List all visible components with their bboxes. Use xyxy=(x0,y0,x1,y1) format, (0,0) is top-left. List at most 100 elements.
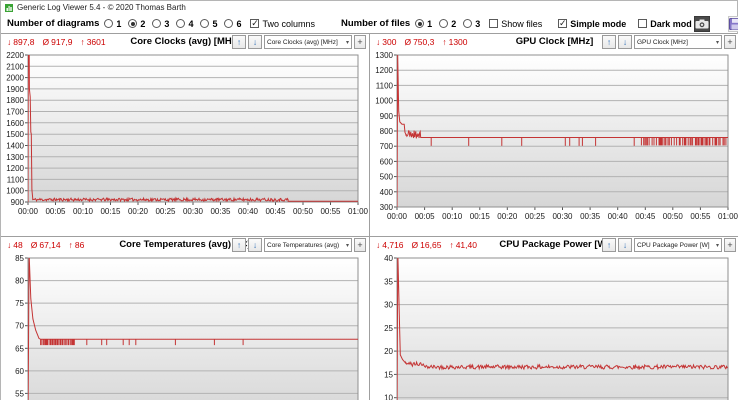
show-files-checkbox[interactable]: Show files xyxy=(489,19,542,29)
chart-title: Core Temperatures (avg) [°C] xyxy=(119,239,251,250)
chevron-down-icon: ▾ xyxy=(715,242,719,249)
radio-option-6[interactable]: 6 xyxy=(224,19,241,29)
chart-stats: ↓ 48 Ø 67,14 ↑ 86 xyxy=(7,240,85,250)
min-arrow-icon: ↓ xyxy=(7,240,12,250)
svg-text:00:15: 00:15 xyxy=(100,207,121,216)
files-label: Number of files xyxy=(341,18,411,29)
add-metric-button[interactable]: + xyxy=(354,238,366,252)
metric-dropdown[interactable]: Core Temperatures (avg) ▾ xyxy=(264,238,352,252)
chart-header: ↓ 48 Ø 67,14 ↑ 86 Core Temperatures (avg) [… xyxy=(1,237,369,254)
svg-text:00:00: 00:00 xyxy=(18,207,39,216)
chart-header: ↓ 897,8 Ø 917,9 ↑ 3601 Core Clocks (avg) [M… xyxy=(1,34,369,51)
radio-option-1[interactable]: 1 xyxy=(415,19,432,29)
metric-dropdown[interactable]: Core Clocks (avg) [MHz] ▾ xyxy=(264,35,352,49)
chart-title: GPU Clock [MHz] xyxy=(515,36,594,47)
svg-text:55: 55 xyxy=(15,389,24,398)
svg-text:400: 400 xyxy=(380,188,394,197)
svg-text:800: 800 xyxy=(380,127,394,136)
svg-text:1600: 1600 xyxy=(6,119,24,128)
max-arrow-icon: ↑ xyxy=(80,37,85,47)
svg-text:1000: 1000 xyxy=(375,97,393,106)
radio-option-3[interactable]: 3 xyxy=(463,19,480,29)
chart-plot-gpu-clock: 300 400 500 600 700 800 900 1000 1100 1200 1300 00:… xyxy=(370,51,738,236)
radio-circle xyxy=(104,19,114,28)
move-up-button[interactable]: ↑ xyxy=(232,238,246,252)
svg-text:80: 80 xyxy=(15,277,24,286)
simple-mode-checkbox[interactable]: ✓ Simple mode xyxy=(558,18,627,29)
checkbox-box xyxy=(489,19,499,28)
move-down-button[interactable]: ↓ xyxy=(248,238,262,252)
move-down-button[interactable]: ↓ xyxy=(248,35,262,49)
radio-circle xyxy=(224,19,234,28)
svg-text:00:45: 00:45 xyxy=(265,207,286,216)
radio-circle xyxy=(176,19,186,28)
avg-icon: Ø xyxy=(411,240,419,250)
camera-icon xyxy=(695,19,709,28)
chart-header: ↓ 4,716 Ø 16,65 ↑ 41,40 CPU Package Power [… xyxy=(370,237,738,254)
svg-text:00:05: 00:05 xyxy=(415,212,436,221)
chart-title: CPU Package Power [W] xyxy=(499,239,610,250)
chevron-down-icon: ▾ xyxy=(715,39,719,46)
svg-text:30: 30 xyxy=(384,301,393,310)
radio-option-1[interactable]: 1 xyxy=(104,19,121,29)
radio-option-2[interactable]: 2 xyxy=(439,19,456,29)
radio-option-3[interactable]: 3 xyxy=(152,19,169,29)
svg-text:1700: 1700 xyxy=(6,108,24,117)
min-arrow-icon: ↓ xyxy=(376,240,381,250)
min-arrow-icon: ↓ xyxy=(7,37,12,47)
svg-text:00:25: 00:25 xyxy=(155,207,176,216)
max-arrow-icon: ↑ xyxy=(442,37,447,47)
svg-text:00:20: 00:20 xyxy=(128,207,149,216)
move-down-button[interactable]: ↓ xyxy=(618,238,632,252)
chart-controls: ↑ ↓ GPU Clock [MHz] ▾ + xyxy=(602,35,736,49)
move-up-button[interactable]: ↑ xyxy=(602,35,616,49)
svg-text:00:10: 00:10 xyxy=(442,212,463,221)
chart-cell-gpu-clock: ↓ 300 Ø 750,3 ↑ 1300 GPU Clock [MHz] ↑ ↓ GP… xyxy=(370,34,738,237)
chart-cell-cpu-package-power: ↓ 4,716 Ø 16,65 ↑ 41,40 CPU Package Power [… xyxy=(370,237,738,400)
dark-mode-checkbox[interactable]: Dark mod xyxy=(638,19,692,29)
radio-option-5[interactable]: 5 xyxy=(200,19,217,29)
max-arrow-icon: ↑ xyxy=(68,240,73,250)
chart-plot-core-temperatures: 505560657075808500:0000:0500:1000:1500:2… xyxy=(1,254,369,400)
svg-text:1200: 1200 xyxy=(6,164,24,173)
radio-option-2[interactable]: 2 xyxy=(128,19,145,29)
two-columns-checkbox[interactable]: ✓ Two columns xyxy=(250,18,316,29)
save-button[interactable] xyxy=(727,15,738,32)
svg-text:300: 300 xyxy=(380,203,394,212)
svg-text:1300: 1300 xyxy=(6,153,24,162)
svg-text:1500: 1500 xyxy=(6,130,24,139)
svg-text:1300: 1300 xyxy=(375,51,393,60)
add-metric-button[interactable]: + xyxy=(354,35,366,49)
radio-option-4[interactable]: 4 xyxy=(176,19,193,29)
move-up-button[interactable]: ↑ xyxy=(602,238,616,252)
radio-circle xyxy=(128,19,138,28)
chart-plot-cpu-package-power: 51015202530354000:0000:0500:1000:1500:20… xyxy=(370,254,738,400)
max-arrow-icon: ↑ xyxy=(449,240,454,250)
svg-text:500: 500 xyxy=(380,173,394,182)
chart-grid: ↓ 897,8 Ø 917,9 ↑ 3601 Core Clocks (avg) [M… xyxy=(1,33,738,400)
metric-dropdown[interactable]: CPU Package Power [W] ▾ xyxy=(634,238,722,252)
svg-text:15: 15 xyxy=(384,370,393,379)
svg-text:900: 900 xyxy=(380,112,394,121)
move-down-button[interactable]: ↓ xyxy=(618,35,632,49)
svg-text:00:20: 00:20 xyxy=(497,212,518,221)
svg-text:85: 85 xyxy=(15,254,24,263)
chart-controls: ↑ ↓ CPU Package Power [W] ▾ + xyxy=(602,238,736,252)
chart-cell-core-clocks: ↓ 897,8 Ø 917,9 ↑ 3601 Core Clocks (avg) [M… xyxy=(1,34,370,237)
svg-text:1000: 1000 xyxy=(6,187,24,196)
radio-circle xyxy=(152,19,162,28)
svg-text:00:55: 00:55 xyxy=(320,207,341,216)
svg-text:00:40: 00:40 xyxy=(238,207,259,216)
svg-text:1400: 1400 xyxy=(6,142,24,151)
chart-cell-core-temperatures: ↓ 48 Ø 67,14 ↑ 86 Core Temperatures (avg) [… xyxy=(1,237,370,400)
radio-circle xyxy=(200,19,210,28)
svg-text:75: 75 xyxy=(15,299,24,308)
move-up-button[interactable]: ↑ xyxy=(232,35,246,49)
checkbox-box xyxy=(638,19,648,28)
screenshot-button[interactable] xyxy=(693,15,710,32)
chart-title: Core Clocks (avg) [MHz] xyxy=(130,36,240,47)
add-metric-button[interactable]: + xyxy=(724,238,736,252)
chart-stats: ↓ 300 Ø 750,3 ↑ 1300 xyxy=(376,37,468,47)
metric-dropdown[interactable]: GPU Clock [MHz] ▾ xyxy=(634,35,722,49)
add-metric-button[interactable]: + xyxy=(724,35,736,49)
